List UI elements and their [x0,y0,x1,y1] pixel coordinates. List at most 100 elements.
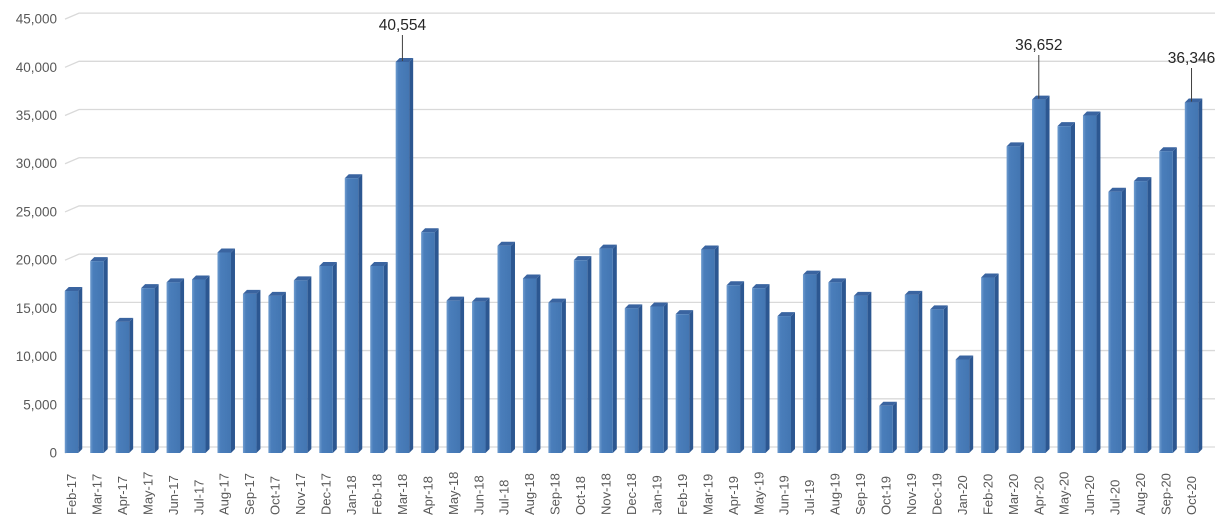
bar-top-face [548,298,566,303]
bar-side-face [205,275,210,453]
bar[interactable] [141,284,159,453]
bar-side-face [969,355,974,453]
bar[interactable] [548,298,566,453]
bar-side-face [663,302,668,453]
gridline [64,60,1215,68]
bar[interactable] [166,278,185,453]
data-label[interactable]: 36,346 [1168,50,1215,67]
bar[interactable] [650,302,668,453]
gridline [64,157,1215,165]
bar-front-face [1082,115,1097,453]
bar[interactable] [395,57,414,453]
bar-side-face [561,298,566,453]
bar-side-face [587,256,592,453]
bar[interactable] [981,273,999,453]
x-axis-category-label: Feb-20 [980,474,995,515]
bar[interactable] [344,174,363,453]
bar[interactable] [930,305,948,453]
bar[interactable] [1159,147,1177,454]
bar-top-face [981,273,999,278]
bar[interactable] [675,310,694,453]
bar-top-face [421,228,439,233]
bar[interactable] [1133,177,1152,454]
bar-front-face [981,277,995,453]
bar[interactable] [64,287,83,453]
bar-top-face [115,317,134,322]
bar-top-face [1006,142,1025,147]
bar-front-face [370,265,384,453]
bar[interactable] [1057,122,1075,453]
bar[interactable] [624,304,643,453]
bar[interactable] [242,289,261,453]
bar-side-face [307,276,312,453]
bar[interactable] [319,261,337,453]
x-axis-category-label: Oct-19 [879,476,894,515]
bar[interactable] [777,312,795,453]
data-label[interactable]: 40,554 [379,17,427,34]
bar[interactable] [293,276,312,453]
bar-side-face [765,284,770,453]
bar-top-face [1133,177,1152,182]
bar-side-face [892,401,897,453]
y-axis-tick-label: 15,000 [16,301,57,316]
bar-front-face [548,302,562,453]
bar-front-face [421,232,435,453]
y-axis-tick-label: 5,000 [23,397,57,412]
bar-top-face [1184,98,1203,103]
x-axis-category-label: Oct-18 [573,476,588,515]
bar[interactable] [701,245,719,453]
bar[interactable] [522,274,541,453]
gridline [64,12,1215,20]
bar[interactable] [955,355,974,453]
bar-front-face [141,288,155,453]
bar[interactable] [599,244,617,453]
x-axis-category-label: Jan-19 [649,475,664,515]
bar-side-face [485,297,490,453]
bar[interactable] [497,241,515,453]
bar[interactable] [1006,142,1025,453]
bar-top-face [955,355,974,360]
bar[interactable] [90,257,108,453]
bar-front-face [828,282,842,453]
bar[interactable] [472,297,490,453]
bar[interactable] [217,248,235,453]
gridline [64,205,1215,213]
bar-front-face [1032,99,1046,454]
bar[interactable] [752,284,770,453]
bar-top-face [192,275,210,280]
y-axis-tick-label: 0 [49,446,57,461]
bar[interactable] [1108,187,1126,454]
bar-side-face [1147,177,1152,454]
bar[interactable] [853,291,872,453]
bar-front-face [879,405,893,453]
bar[interactable] [828,278,846,453]
bar-top-face [802,270,821,275]
bar[interactable] [904,290,923,453]
data-label[interactable]: 36,652 [1015,37,1062,54]
bar[interactable] [802,270,821,453]
bar[interactable] [726,281,745,453]
bar[interactable] [573,256,592,453]
bar-side-face [1096,111,1101,453]
bar-top-face [930,305,948,310]
bar-side-face [256,289,261,453]
bar[interactable] [1184,98,1203,453]
bar[interactable] [1032,95,1050,454]
bar-top-face [752,284,770,289]
bar[interactable] [1082,111,1101,453]
bar[interactable] [268,291,286,453]
bar-top-face [344,174,363,179]
bar[interactable] [879,401,897,453]
bar-side-face [1172,147,1177,454]
bar[interactable] [115,317,134,453]
bar-front-face [701,249,715,453]
bar[interactable] [370,261,388,453]
x-axis-category-label: May-18 [446,472,461,515]
bar[interactable] [446,296,465,453]
x-axis-category-label: Apr-19 [726,476,741,515]
bar[interactable] [192,275,210,453]
bar[interactable] [421,228,439,453]
x-axis-category-label: Jul-18 [497,480,512,515]
bar-front-face [166,282,181,453]
